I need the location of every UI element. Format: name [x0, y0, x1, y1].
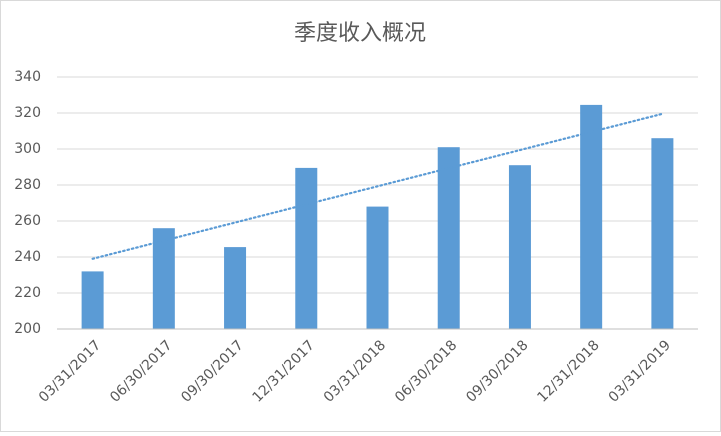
y-tick-label: 220: [14, 285, 41, 301]
bar: [437, 147, 460, 329]
y-tick-label: 260: [14, 213, 41, 229]
bar: [508, 165, 531, 329]
trendline: [91, 112, 664, 260]
y-tick-label: 320: [14, 105, 41, 121]
bar: [580, 104, 603, 330]
bar: [651, 138, 674, 329]
chart-title: 季度收入概况: [294, 21, 426, 46]
bar: [295, 167, 318, 329]
y-tick-label: 200: [14, 321, 41, 337]
y-tick-label: 300: [14, 141, 41, 157]
y-tick-label: 240: [14, 249, 41, 265]
bar: [224, 247, 247, 329]
bar: [366, 206, 389, 329]
y-tick-label: 340: [14, 69, 41, 85]
bar: [81, 271, 104, 329]
y-tick-label: 280: [14, 177, 41, 193]
bar: [152, 228, 175, 329]
